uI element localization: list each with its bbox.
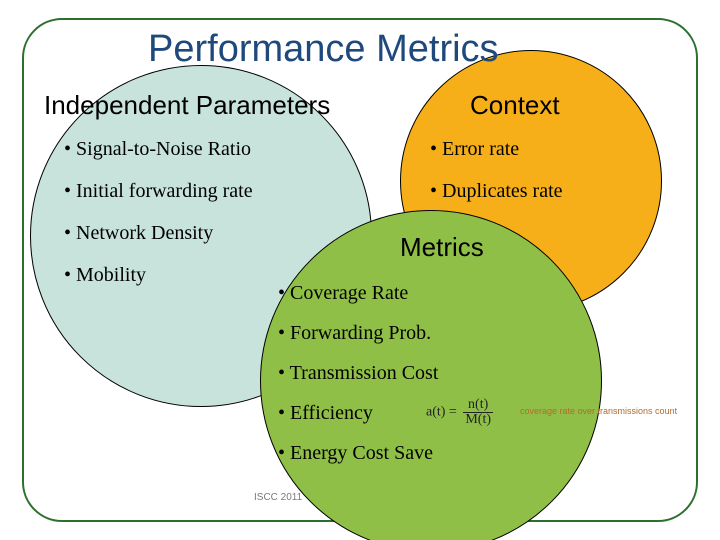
formula-fraction: n(t) M(t) — [463, 398, 493, 427]
heading-independent: Independent Parameters — [44, 90, 330, 121]
slide-title: Performance Metrics — [148, 28, 499, 71]
bullet-context-1: Duplicates rate — [430, 180, 563, 203]
heading-metrics: Metrics — [400, 232, 484, 263]
formula-denominator: M(t) — [463, 413, 493, 427]
bullet-independent-0: Signal-to-Noise Ratio — [64, 138, 251, 161]
slide-stage: Performance Metrics Independent Paramete… — [0, 0, 720, 540]
bullet-metrics-0: Coverage Rate — [278, 282, 408, 305]
bullet-context-0: Error rate — [430, 138, 519, 161]
heading-context: Context — [470, 90, 560, 121]
bullet-metrics-1: Forwarding Prob. — [278, 322, 431, 345]
footer-iscc: ISCC 2011 — [254, 492, 302, 503]
formula-numerator: n(t) — [463, 398, 493, 413]
efficiency-formula: a(t) = n(t) M(t) — [426, 398, 493, 427]
bullet-metrics-3: Efficiency — [278, 402, 373, 425]
bullet-metrics-2: Transmission Cost — [278, 362, 438, 385]
note-coverage-over-transmissions: coverage rate over transmissions count — [520, 406, 677, 416]
bullet-independent-3: Mobility — [64, 264, 146, 287]
bullet-independent-2: Network Density — [64, 222, 213, 245]
bullet-independent-1: Initial forwarding rate — [64, 180, 253, 203]
formula-lhs: a(t) = — [426, 405, 457, 420]
bullet-metrics-4: Energy Cost Save — [278, 442, 433, 465]
